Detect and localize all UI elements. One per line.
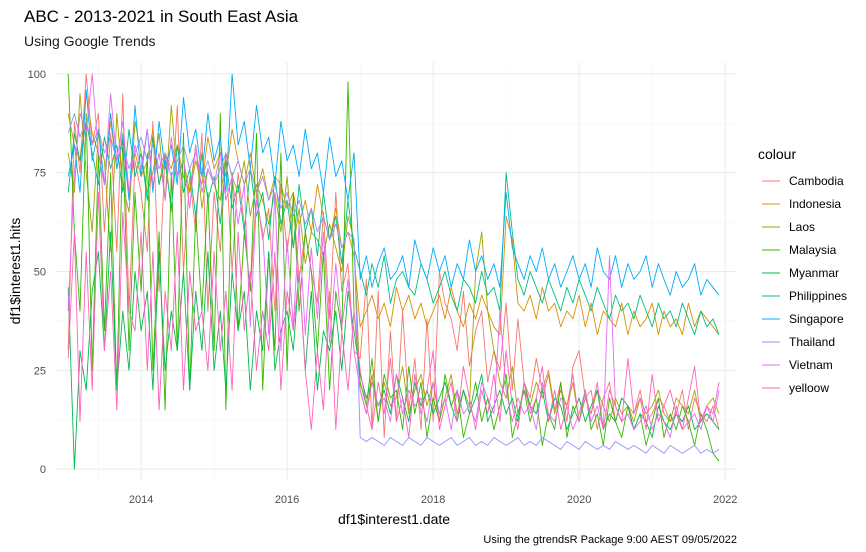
legend-label: Vietnam	[789, 358, 833, 372]
series-line-laos	[67, 93, 720, 423]
series-line-philippines	[67, 120, 720, 336]
legend-label: Indonesia	[789, 197, 841, 211]
y-tick-label: 100	[28, 69, 46, 81]
series-line-yelloow	[67, 191, 720, 438]
chart-subtitle: Using Google Trends	[24, 33, 156, 49]
y-tick-label: 50	[34, 267, 46, 279]
legend-label: Myanmar	[789, 266, 839, 280]
y-tick-label: 25	[34, 365, 46, 377]
series-line-vietnam	[67, 73, 720, 438]
x-axis-ticks: 2014 2016 2018 2020 2022	[129, 494, 738, 506]
y-tick-label: 0	[40, 464, 46, 476]
legend: colour Cambodia Indonesia Laos Malaysia Myan…	[758, 146, 847, 395]
legend-label: Singapore	[789, 312, 844, 326]
legend-label: Philippines	[789, 289, 847, 303]
chart-caption: Using the gtrendsR Package 9:00 AEST 09/…	[483, 534, 737, 546]
y-axis-ticks: 0 25 50 75 100	[28, 69, 46, 476]
legend-label: Malaysia	[789, 243, 837, 257]
series-layer	[67, 73, 720, 470]
x-tick-label: 2014	[129, 494, 153, 506]
x-tick-label: 2018	[421, 494, 445, 506]
legend-label: yelloow	[789, 381, 829, 395]
series-line-thailand	[67, 112, 720, 454]
series-line-indonesia	[67, 93, 720, 336]
plot-grid	[56, 62, 737, 481]
legend-label: Laos	[789, 220, 815, 234]
y-axis-title: df1$interest1.hits	[7, 218, 23, 325]
series-line-malaysia	[67, 73, 720, 462]
chart-title: ABC - 2013-2021 in South East Asia	[24, 7, 299, 26]
series-line-cambodia	[67, 73, 720, 438]
y-tick-label: 75	[34, 168, 46, 180]
x-tick-label: 2022	[713, 494, 737, 506]
x-tick-label: 2020	[567, 494, 591, 506]
legend-label: Thailand	[789, 335, 835, 349]
series-line-myanmar	[67, 231, 720, 470]
x-axis-title: df1$interest1.date	[338, 511, 450, 527]
legend-label: Cambodia	[789, 174, 844, 188]
legend-title: colour	[758, 146, 796, 162]
x-tick-label: 2016	[275, 494, 299, 506]
